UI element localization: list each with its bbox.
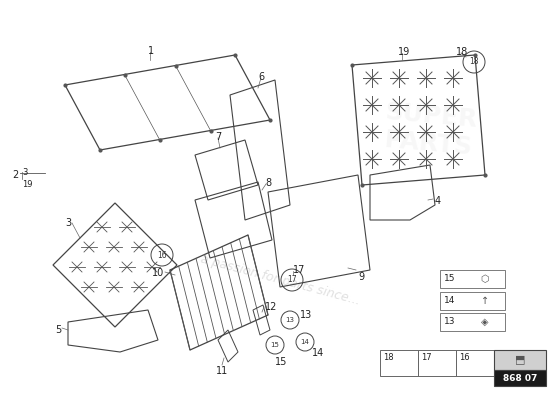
Text: SUPER
PARTS: SUPER PARTS [382, 100, 478, 160]
Text: 15: 15 [444, 274, 455, 283]
Text: 2: 2 [12, 170, 18, 180]
Text: 18: 18 [383, 353, 394, 362]
Text: 17: 17 [287, 276, 297, 284]
Bar [494, 350, 546, 370]
Text: 17: 17 [421, 353, 432, 362]
Text: 6: 6 [258, 72, 264, 82]
Text: 1: 1 [148, 46, 154, 56]
Bar [456, 350, 494, 376]
Bar [440, 270, 505, 288]
Text: 3: 3 [65, 218, 71, 228]
Text: 13: 13 [444, 317, 455, 326]
Text: 19: 19 [398, 47, 410, 57]
Text: ⬡: ⬡ [481, 274, 490, 284]
Bar [440, 313, 505, 331]
Text: 3: 3 [22, 168, 28, 177]
Text: 7: 7 [215, 132, 221, 142]
Text: a passion for parts since...: a passion for parts since... [199, 252, 361, 308]
Text: 8: 8 [265, 178, 271, 188]
Text: 9: 9 [358, 272, 364, 282]
Bar [440, 292, 505, 310]
Text: ↑: ↑ [481, 296, 489, 306]
Text: 15: 15 [275, 357, 287, 367]
Text: ◈: ◈ [481, 317, 489, 327]
Text: 13: 13 [285, 317, 294, 323]
Bar [380, 350, 418, 376]
Text: 4: 4 [435, 196, 441, 206]
Bar [418, 350, 456, 376]
Bar [494, 370, 546, 386]
Text: 13: 13 [300, 310, 312, 320]
Text: 10: 10 [152, 268, 164, 278]
Text: 12: 12 [265, 302, 277, 312]
Text: 18: 18 [469, 58, 478, 66]
Text: 16: 16 [157, 250, 167, 260]
Text: 16: 16 [459, 353, 470, 362]
Text: 5: 5 [55, 325, 61, 335]
Text: ⬒: ⬒ [515, 355, 525, 365]
Text: 18: 18 [456, 47, 468, 57]
Text: 15: 15 [271, 342, 279, 348]
Text: 17: 17 [293, 265, 305, 275]
Text: 14: 14 [444, 296, 455, 305]
Text: 14: 14 [312, 348, 324, 358]
Text: 11: 11 [216, 366, 228, 376]
Text: 868 07: 868 07 [503, 374, 537, 382]
Text: 14: 14 [300, 339, 310, 345]
Text: 19: 19 [22, 180, 32, 189]
